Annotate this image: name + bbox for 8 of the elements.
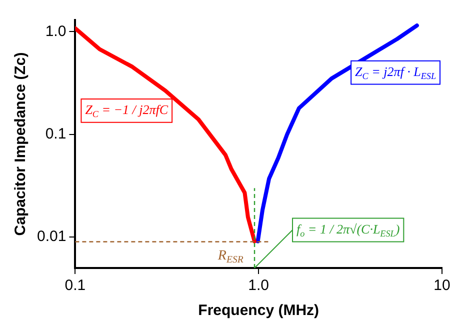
- x-tick-label: 1.0: [248, 277, 270, 294]
- x-axis-title: Frequency (MHz): [198, 302, 320, 320]
- y-tick-label: 0.01: [36, 228, 66, 246]
- y-tick-label: 1.0: [45, 22, 66, 40]
- x-tick-label: 0.1: [64, 277, 86, 294]
- x-tick-label: 10: [434, 277, 450, 294]
- y-axis-title: Capacitor Impedance (Zc): [12, 52, 30, 236]
- y-tick-label: 0.1: [45, 126, 66, 143]
